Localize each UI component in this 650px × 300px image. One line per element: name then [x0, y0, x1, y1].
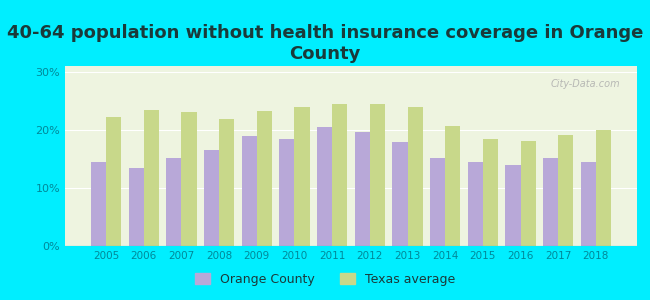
Bar	[468, 162, 483, 246]
Bar	[91, 162, 106, 246]
Bar	[144, 110, 159, 246]
Bar	[521, 141, 536, 246]
Bar	[294, 106, 309, 246]
Bar	[558, 134, 573, 246]
Bar	[445, 126, 460, 246]
Bar	[181, 112, 196, 246]
Bar	[355, 132, 370, 246]
Bar	[506, 165, 521, 246]
Bar	[596, 130, 611, 246]
Bar	[332, 104, 347, 246]
Bar	[166, 158, 181, 246]
Bar	[543, 158, 558, 246]
Legend: Orange County, Texas average: Orange County, Texas average	[190, 268, 460, 291]
Bar	[219, 119, 234, 246]
Bar	[581, 162, 596, 246]
Bar	[129, 168, 144, 246]
Bar	[280, 139, 294, 246]
Bar	[393, 142, 408, 246]
Bar	[257, 111, 272, 246]
Bar	[430, 158, 445, 246]
Bar	[483, 139, 498, 246]
Text: City-Data.com: City-Data.com	[550, 79, 620, 88]
Text: 40-64 population without health insurance coverage in Orange
County: 40-64 population without health insuranc…	[6, 24, 644, 63]
Bar	[408, 106, 422, 246]
Bar	[317, 127, 332, 246]
Bar	[370, 104, 385, 246]
Bar	[242, 136, 257, 246]
Bar	[106, 116, 121, 246]
Bar	[204, 150, 219, 246]
